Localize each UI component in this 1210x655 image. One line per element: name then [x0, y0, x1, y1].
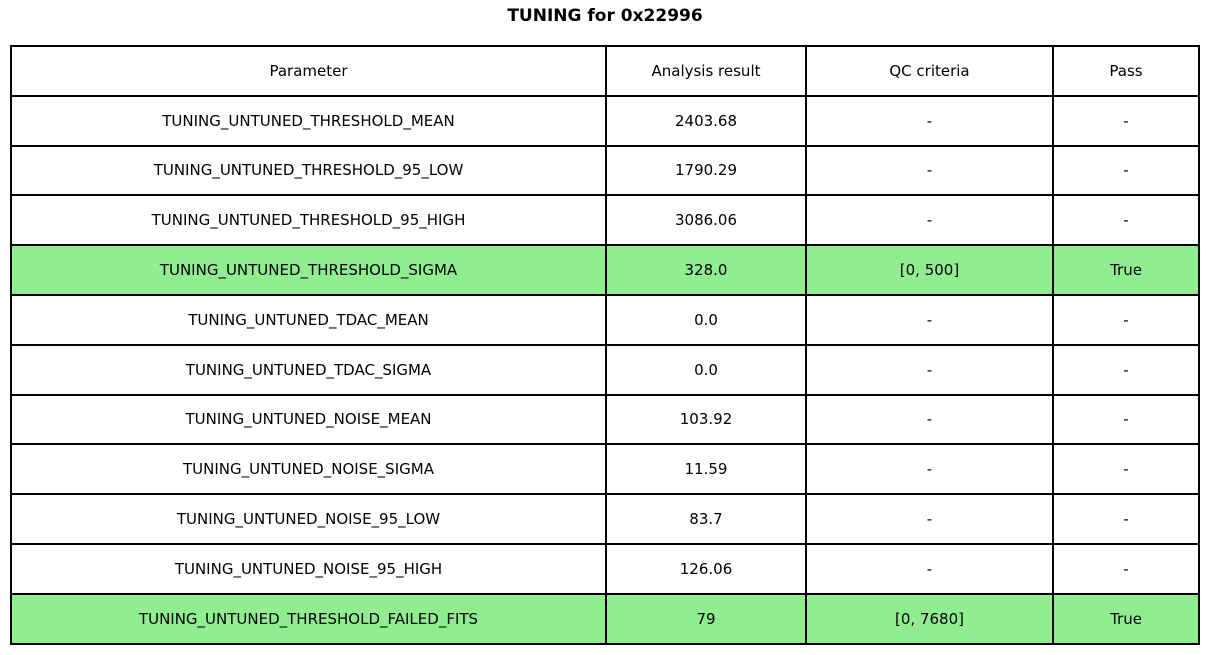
table-row: TUNING_UNTUNED_NOISE_95_LOW 83.7- -: [10, 493, 1200, 545]
cell-analysis-result: 2403.68: [605, 94, 807, 147]
cell-analysis-result: 328.0: [605, 244, 807, 296]
table-row: TUNING_UNTUNED_NOISE_SIGMA 11.59- -: [10, 443, 1200, 496]
cell-qc-criteria: [0, 7680]: [805, 592, 1054, 645]
cell-parameter: TUNING_UNTUNED_NOISE_SIGMA: [10, 443, 607, 496]
cell-parameter: TUNING_UNTUNED_NOISE_95_HIGH: [10, 542, 607, 595]
column-header-qc-criteria: QC criteria: [805, 45, 1054, 97]
cell-parameter: TUNING_UNTUNED_THRESHOLD_MEAN: [10, 94, 607, 147]
cell-pass: True: [1052, 592, 1200, 645]
cell-parameter: TUNING_UNTUNED_NOISE_95_LOW: [10, 493, 607, 545]
cell-analysis-result: 79: [605, 592, 807, 645]
cell-qc-criteria: -: [805, 94, 1054, 147]
cell-qc-criteria: -: [805, 542, 1054, 595]
cell-analysis-result: 0.0: [605, 293, 807, 346]
cell-parameter: TUNING_UNTUNED_TDAC_SIGMA: [10, 343, 607, 396]
table-row: TUNING_UNTUNED_NOISE_95_HIGH 126.06- -: [10, 542, 1200, 595]
cell-parameter: TUNING_UNTUNED_TDAC_MEAN: [10, 293, 607, 346]
cell-qc-criteria: -: [805, 393, 1054, 446]
cell-analysis-result: 3086.06: [605, 194, 807, 247]
cell-pass: -: [1052, 194, 1200, 247]
cell-parameter: TUNING_UNTUNED_NOISE_MEAN: [10, 393, 607, 446]
table-row: TUNING_UNTUNED_THRESHOLD_95_HIGH 3086.06-…: [10, 194, 1200, 247]
cell-pass: -: [1052, 94, 1200, 147]
table-row: TUNING_UNTUNED_THRESHOLD_FAILED_FITS 79 [0…: [10, 592, 1200, 645]
cell-qc-criteria: -: [805, 293, 1054, 346]
cell-qc-criteria: -: [805, 144, 1054, 197]
column-header-analysis-result: Analysis result: [605, 45, 807, 97]
page-title: TUNING for 0x22996: [507, 6, 703, 26]
column-header-parameter: Parameter: [10, 45, 607, 97]
cell-analysis-result: 1790.29: [605, 144, 807, 197]
cell-pass: -: [1052, 443, 1200, 496]
cell-analysis-result: 103.92: [605, 393, 807, 446]
cell-analysis-result: 126.06: [605, 542, 807, 595]
cell-analysis-result: 83.7: [605, 493, 807, 545]
column-header-pass: Pass: [1052, 45, 1200, 97]
cell-qc-criteria: -: [805, 194, 1054, 247]
cell-pass: -: [1052, 343, 1200, 396]
qc-results-table: Parameter Analysis result QC criteria Pa…: [10, 45, 1200, 645]
cell-pass: -: [1052, 393, 1200, 446]
cell-pass: -: [1052, 293, 1200, 346]
cell-qc-criteria: [0, 500]: [805, 244, 1054, 296]
cell-analysis-result: 11.59: [605, 443, 807, 496]
cell-analysis-result: 0.0: [605, 343, 807, 396]
table-row: TUNING_UNTUNED_NOISE_MEAN 103.92- -: [10, 393, 1200, 446]
table-row: TUNING_UNTUNED_TDAC_SIGMA 0.0- -: [10, 343, 1200, 396]
table-row: TUNING_UNTUNED_THRESHOLD_95_LOW 1790.29- -: [10, 144, 1200, 197]
cell-pass: -: [1052, 493, 1200, 545]
table-row: TUNING_UNTUNED_THRESHOLD_MEAN 2403.68- -: [10, 94, 1200, 147]
table-row: TUNING_UNTUNED_THRESHOLD_SIGMA 328.0 [0, 5…: [10, 244, 1200, 296]
cell-pass: -: [1052, 144, 1200, 197]
cell-pass: -: [1052, 542, 1200, 595]
cell-parameter: TUNING_UNTUNED_THRESHOLD_SIGMA: [10, 244, 607, 296]
cell-qc-criteria: -: [805, 343, 1054, 396]
table-row: TUNING_UNTUNED_TDAC_MEAN 0.0- -: [10, 293, 1200, 346]
table-body: TUNING_UNTUNED_THRESHOLD_MEAN 2403.68- - TU…: [10, 94, 1200, 645]
cell-qc-criteria: -: [805, 493, 1054, 545]
table-header-row: Parameter Analysis result QC criteria Pa…: [10, 45, 1200, 97]
cell-parameter: TUNING_UNTUNED_THRESHOLD_95_HIGH: [10, 194, 607, 247]
cell-pass: True: [1052, 244, 1200, 296]
cell-qc-criteria: -: [805, 443, 1054, 496]
cell-parameter: TUNING_UNTUNED_THRESHOLD_FAILED_FITS: [10, 592, 607, 645]
cell-parameter: TUNING_UNTUNED_THRESHOLD_95_LOW: [10, 144, 607, 197]
table-header: Parameter Analysis result QC criteria Pa…: [10, 45, 1200, 97]
